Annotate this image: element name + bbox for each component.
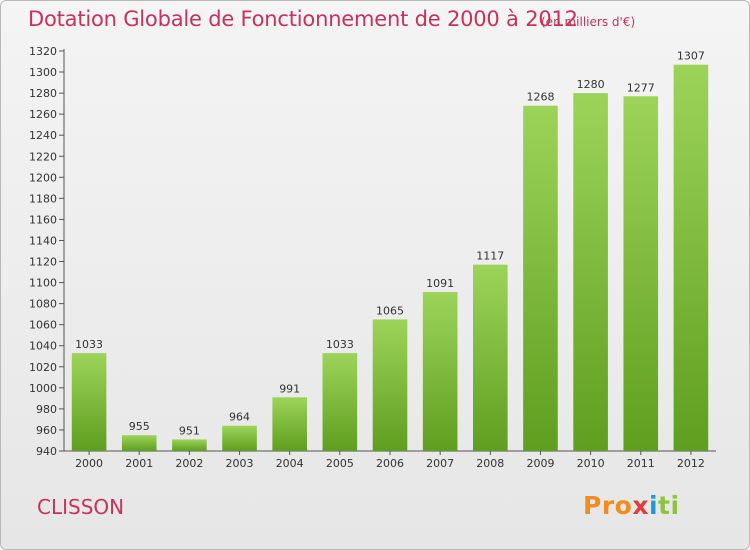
y-tick-label: 1280: [29, 87, 57, 100]
chart-subtitle: (en milliers d'€): [541, 15, 636, 29]
y-tick-label: 1100: [29, 277, 57, 290]
x-tick-label: 2004: [276, 457, 304, 470]
y-tick-label: 1200: [29, 171, 57, 184]
proxiti-logo[interactable]: Proxiti: [583, 491, 680, 520]
bar-2004: [272, 397, 307, 451]
bar-2006: [372, 319, 408, 451]
bars: [71, 64, 709, 452]
x-tick-label: 2000: [75, 457, 103, 470]
x-tick-label: 2003: [226, 457, 254, 470]
bar-value-label: 1091: [426, 277, 454, 290]
x-tick-label: 2002: [175, 457, 203, 470]
axes: 940 960 980 1000 1020 1040 1060 1080 1100 1120 114…: [29, 45, 716, 458]
bar-value-label: 951: [179, 424, 200, 437]
y-tick-label: 1260: [29, 108, 57, 121]
bar-2002: [172, 439, 207, 451]
bar-2003: [222, 425, 257, 451]
bar-value-label: 1307: [677, 50, 705, 63]
chart-title: Dotation Globale de Fonctionnement de 20…: [28, 7, 578, 31]
bar-value-label: 964: [229, 411, 250, 424]
y-tick-label: 1120: [29, 256, 57, 269]
x-tick-label: 2009: [526, 457, 554, 470]
x-tick-label: 2011: [627, 457, 655, 470]
bar-2007: [422, 292, 458, 451]
bar-value-label: 1033: [75, 338, 103, 351]
y-tick-label: 1000: [29, 382, 57, 395]
y-tick-label: 960: [36, 424, 57, 437]
x-tick-label: 2001: [125, 457, 153, 470]
bar-value-label: 1268: [526, 91, 554, 104]
x-tick-label: 2007: [426, 457, 454, 470]
bar-2001: [121, 435, 157, 451]
bar-value-label: 1280: [577, 78, 605, 91]
y-tick-label: 1300: [29, 66, 57, 79]
bar-value-label: 1117: [476, 250, 504, 263]
y-tick-label: 980: [36, 403, 57, 416]
x-tick-label: 2008: [476, 457, 504, 470]
y-tick-label: 1240: [29, 129, 57, 142]
bar-2008: [473, 264, 508, 451]
y-tick-label: 1180: [29, 192, 57, 205]
bar-2011: [623, 96, 659, 452]
y-tick-label: 1060: [29, 319, 57, 332]
y-tick-label: 1080: [29, 298, 57, 311]
y-tick-label: 1160: [29, 213, 57, 226]
city-name: CLISSON: [37, 495, 125, 519]
bar-2009: [523, 105, 558, 451]
x-tick-label: 2005: [326, 457, 354, 470]
x-tick-label: 2006: [376, 457, 404, 470]
x-tick-label: 2010: [577, 457, 605, 470]
y-tick-label: 1320: [29, 45, 57, 58]
bar-value-label: 1033: [326, 338, 354, 351]
bar-2005: [322, 353, 358, 451]
bar-value-label: 955: [129, 420, 150, 433]
bar-value-label: 1277: [627, 81, 655, 94]
labels: 1033 2000 955 2001 951 2002 964 2003 991 2004 1033…: [75, 50, 705, 470]
x-tick-label: 2012: [677, 457, 705, 470]
bar-2000: [71, 353, 107, 451]
y-tick-label: 940: [36, 445, 57, 458]
y-tick-label: 1040: [29, 340, 57, 353]
bar-2010: [573, 93, 608, 452]
y-tick-label: 1220: [29, 150, 57, 163]
bar-value-label: 991: [279, 382, 300, 395]
y-tick-label: 1140: [29, 234, 57, 247]
y-tick-label: 1020: [29, 361, 57, 374]
bar-2012: [673, 64, 709, 452]
bar-value-label: 1065: [376, 304, 404, 317]
